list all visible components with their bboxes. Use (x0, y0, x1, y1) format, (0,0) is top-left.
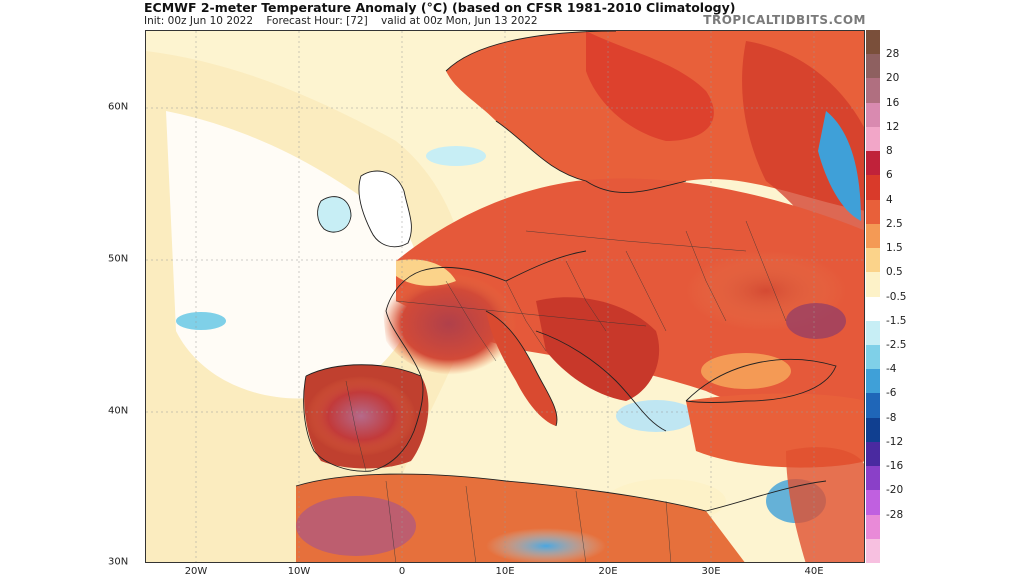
colorbar-label: -4 (886, 363, 897, 376)
morocco-peak (296, 496, 416, 556)
colorbar-swatch (866, 30, 880, 55)
colorbar-swatch (866, 514, 880, 540)
atlantic-neutral-field (166, 111, 420, 399)
colorbar-label: 16 (886, 96, 900, 109)
colorbar-label: 28 (886, 48, 900, 61)
forecast-hour: Forecast Hour: [72] (266, 15, 368, 27)
colorbar-label: -20 (886, 484, 904, 497)
colorbar-swatch (866, 272, 880, 297)
south-russia-peak (786, 303, 846, 339)
colorbar-swatch (866, 78, 880, 104)
colorbar-label: -12 (886, 435, 904, 448)
brand-watermark: TROPICALTIDBITS.COM (703, 13, 866, 27)
init-time: Init: 00z Jun 10 2022 (144, 15, 254, 27)
lon-label-10w: 10W (287, 566, 311, 577)
atlantic-cool-patch (176, 312, 226, 330)
valid-time: valid at 00z Mon, Jun 13 2022 (381, 15, 538, 27)
anomaly-map (145, 30, 865, 563)
colorbar-label: -2.5 (886, 338, 907, 351)
iberia-peak (306, 376, 416, 456)
colorbar-swatch (866, 441, 880, 467)
britain (359, 171, 412, 247)
colorbar-label: 1.5 (886, 242, 903, 255)
colorbar-label: 4 (886, 193, 893, 206)
colorbar-swatch (866, 175, 880, 201)
sweden-hot (586, 31, 714, 141)
colorbar-swatch (866, 466, 880, 491)
lon-label-0: 0 (398, 566, 406, 577)
colorbar-label: -6 (886, 387, 897, 400)
lon-label-40e: 40E (804, 566, 824, 577)
colorbar (866, 30, 880, 564)
colorbar-swatch (866, 151, 880, 176)
colorbar-label: -8 (886, 411, 897, 424)
colorbar-label: 2.5 (886, 217, 903, 230)
country-borders (345, 220, 787, 562)
colorbar-swatch (866, 369, 880, 394)
colorbar-swatch (866, 344, 880, 370)
middle-east (786, 447, 864, 562)
colorbar-swatch (866, 538, 880, 564)
map-subtitle: Init: 00z Jun 10 2022 Forecast Hour: [72… (144, 15, 548, 27)
colorbar-swatch (866, 126, 880, 152)
colorbar-label: 0.5 (886, 266, 903, 279)
lat-label-40n: 40N (108, 405, 129, 417)
lon-label-20w: 20W (184, 566, 208, 577)
colorbar-label: 12 (886, 120, 900, 133)
ireland (317, 196, 351, 233)
italy (486, 311, 557, 426)
colorbar-swatch (866, 54, 880, 79)
map-canvas (146, 31, 864, 562)
central-east-europe (396, 178, 864, 411)
colorbar-label: -16 (886, 460, 904, 473)
colorbar-label: -0.5 (886, 290, 907, 303)
libya-cool (486, 528, 606, 562)
colorbar-label: -28 (886, 508, 904, 521)
black-sea (701, 353, 791, 389)
colorbar-swatch (866, 296, 880, 322)
lat-label-60n: 60N (108, 101, 129, 113)
north-sea-cool-patch (426, 146, 486, 166)
map-title: ECMWF 2-meter Temperature Anomaly (°C) (… (144, 0, 736, 15)
lon-label-20e: 20E (598, 566, 618, 577)
colorbar-label: 8 (886, 145, 893, 158)
coastlines (295, 31, 837, 512)
colorbar-swatch (866, 320, 880, 346)
colorbar-swatch (866, 223, 880, 249)
benelux-cooler (396, 259, 456, 286)
lat-lon-grid (146, 31, 864, 562)
colorbar-swatch (866, 393, 880, 419)
colorbar-swatch (866, 102, 880, 128)
colorbar-label: 20 (886, 72, 900, 85)
colorbar-swatch (866, 248, 880, 273)
colorbar-swatch (866, 199, 880, 225)
colorbar-swatch (866, 490, 880, 516)
france-hot (381, 273, 517, 375)
lat-label-50n: 50N (108, 253, 129, 265)
balkans (536, 297, 660, 401)
colorbar-label: 6 (886, 169, 893, 182)
russia-cool-patch (818, 111, 861, 221)
colorbar-label: -1.5 (886, 314, 907, 327)
lon-label-30e: 30E (701, 566, 721, 577)
aegean-cool (616, 400, 696, 432)
lat-label-30n: 30N (108, 556, 129, 568)
colorbar-swatch (866, 417, 880, 443)
lon-label-10e: 10E (495, 566, 515, 577)
